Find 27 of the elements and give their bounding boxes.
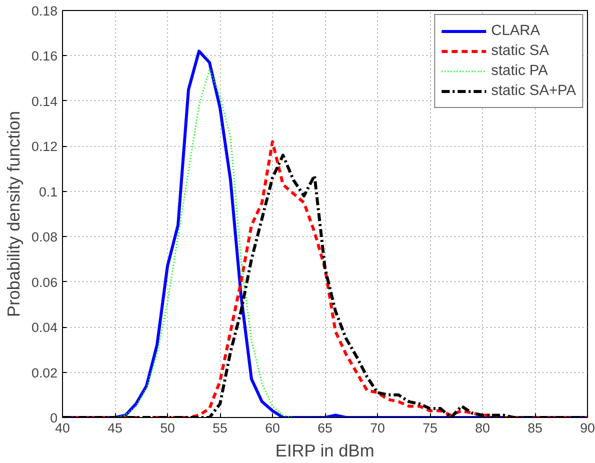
x-axis-title: EIRP in dBm <box>275 440 374 460</box>
y-tick-label: 0.02 <box>32 365 58 380</box>
legend-label: CLARA <box>491 23 540 39</box>
x-tick-label: 45 <box>108 420 122 436</box>
y-tick-label: 0.14 <box>32 94 58 109</box>
y-tick-label: 0.12 <box>32 139 58 154</box>
y-tick-label: 0.1 <box>38 184 58 200</box>
y-tick-label: 0 <box>50 410 58 426</box>
x-tick-label: 40 <box>55 420 70 436</box>
x-tick-label: 60 <box>265 420 280 436</box>
legend-label: static SA <box>491 43 549 59</box>
x-tick-label: 85 <box>528 420 542 436</box>
y-tick-label: 0.16 <box>32 48 58 64</box>
y-tick-label: 0.08 <box>32 230 58 245</box>
y-tick-label: 0.04 <box>32 320 58 336</box>
x-tick-label: 80 <box>475 420 490 436</box>
x-tick-label: 70 <box>370 420 385 436</box>
y-tick-label: 0.18 <box>32 4 58 18</box>
x-tick-label: 55 <box>212 420 228 436</box>
x-tick-label: 75 <box>422 420 438 436</box>
x-tick-label: 50 <box>160 420 175 436</box>
legend-label: static SA+PA <box>491 83 576 99</box>
y-axis-title: Probability density function <box>4 110 24 318</box>
x-tick-label: 65 <box>318 420 332 436</box>
x-tick-label: 90 <box>580 420 595 436</box>
legend-label: static PA <box>491 63 548 79</box>
y-tick-label: 0.06 <box>32 274 58 290</box>
